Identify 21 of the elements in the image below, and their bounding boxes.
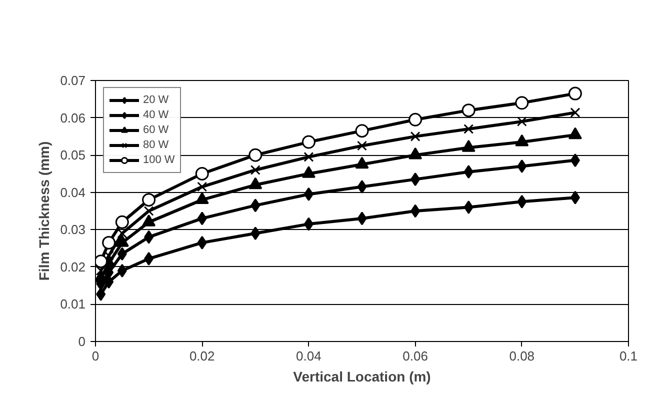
y-tick-label: 0.03 bbox=[60, 222, 86, 238]
x-tick-label: 0.08 bbox=[509, 348, 535, 364]
x-tick-label: 0.02 bbox=[189, 348, 215, 364]
x-axis-title: Vertical Location (m) bbox=[293, 368, 431, 384]
legend-label: 100 W bbox=[143, 153, 175, 167]
legend-label: 20 W bbox=[143, 93, 169, 107]
y-tick-label: 0.05 bbox=[60, 148, 86, 163]
y-tick-label: 0.06 bbox=[60, 110, 86, 126]
legend-label: 80 W bbox=[143, 138, 169, 152]
y-tick-label: 0.02 bbox=[60, 259, 86, 274]
x-tick-label: 0 bbox=[92, 348, 100, 364]
x-tick-label: 0.06 bbox=[402, 348, 428, 364]
x-tick-label: 0.1 bbox=[619, 348, 638, 364]
y-tick-label: 0.01 bbox=[60, 296, 86, 312]
y-tick-label: 0.07 bbox=[60, 73, 86, 88]
x-tick-label: 0.04 bbox=[296, 348, 322, 364]
y-tick-label: 0 bbox=[78, 334, 86, 349]
legend-label: 40 W bbox=[143, 108, 169, 122]
legend-label: 60 W bbox=[143, 123, 169, 137]
y-tick-label: 0.04 bbox=[60, 184, 86, 200]
y-axis-title: Film Thickness (mm) bbox=[36, 141, 52, 281]
